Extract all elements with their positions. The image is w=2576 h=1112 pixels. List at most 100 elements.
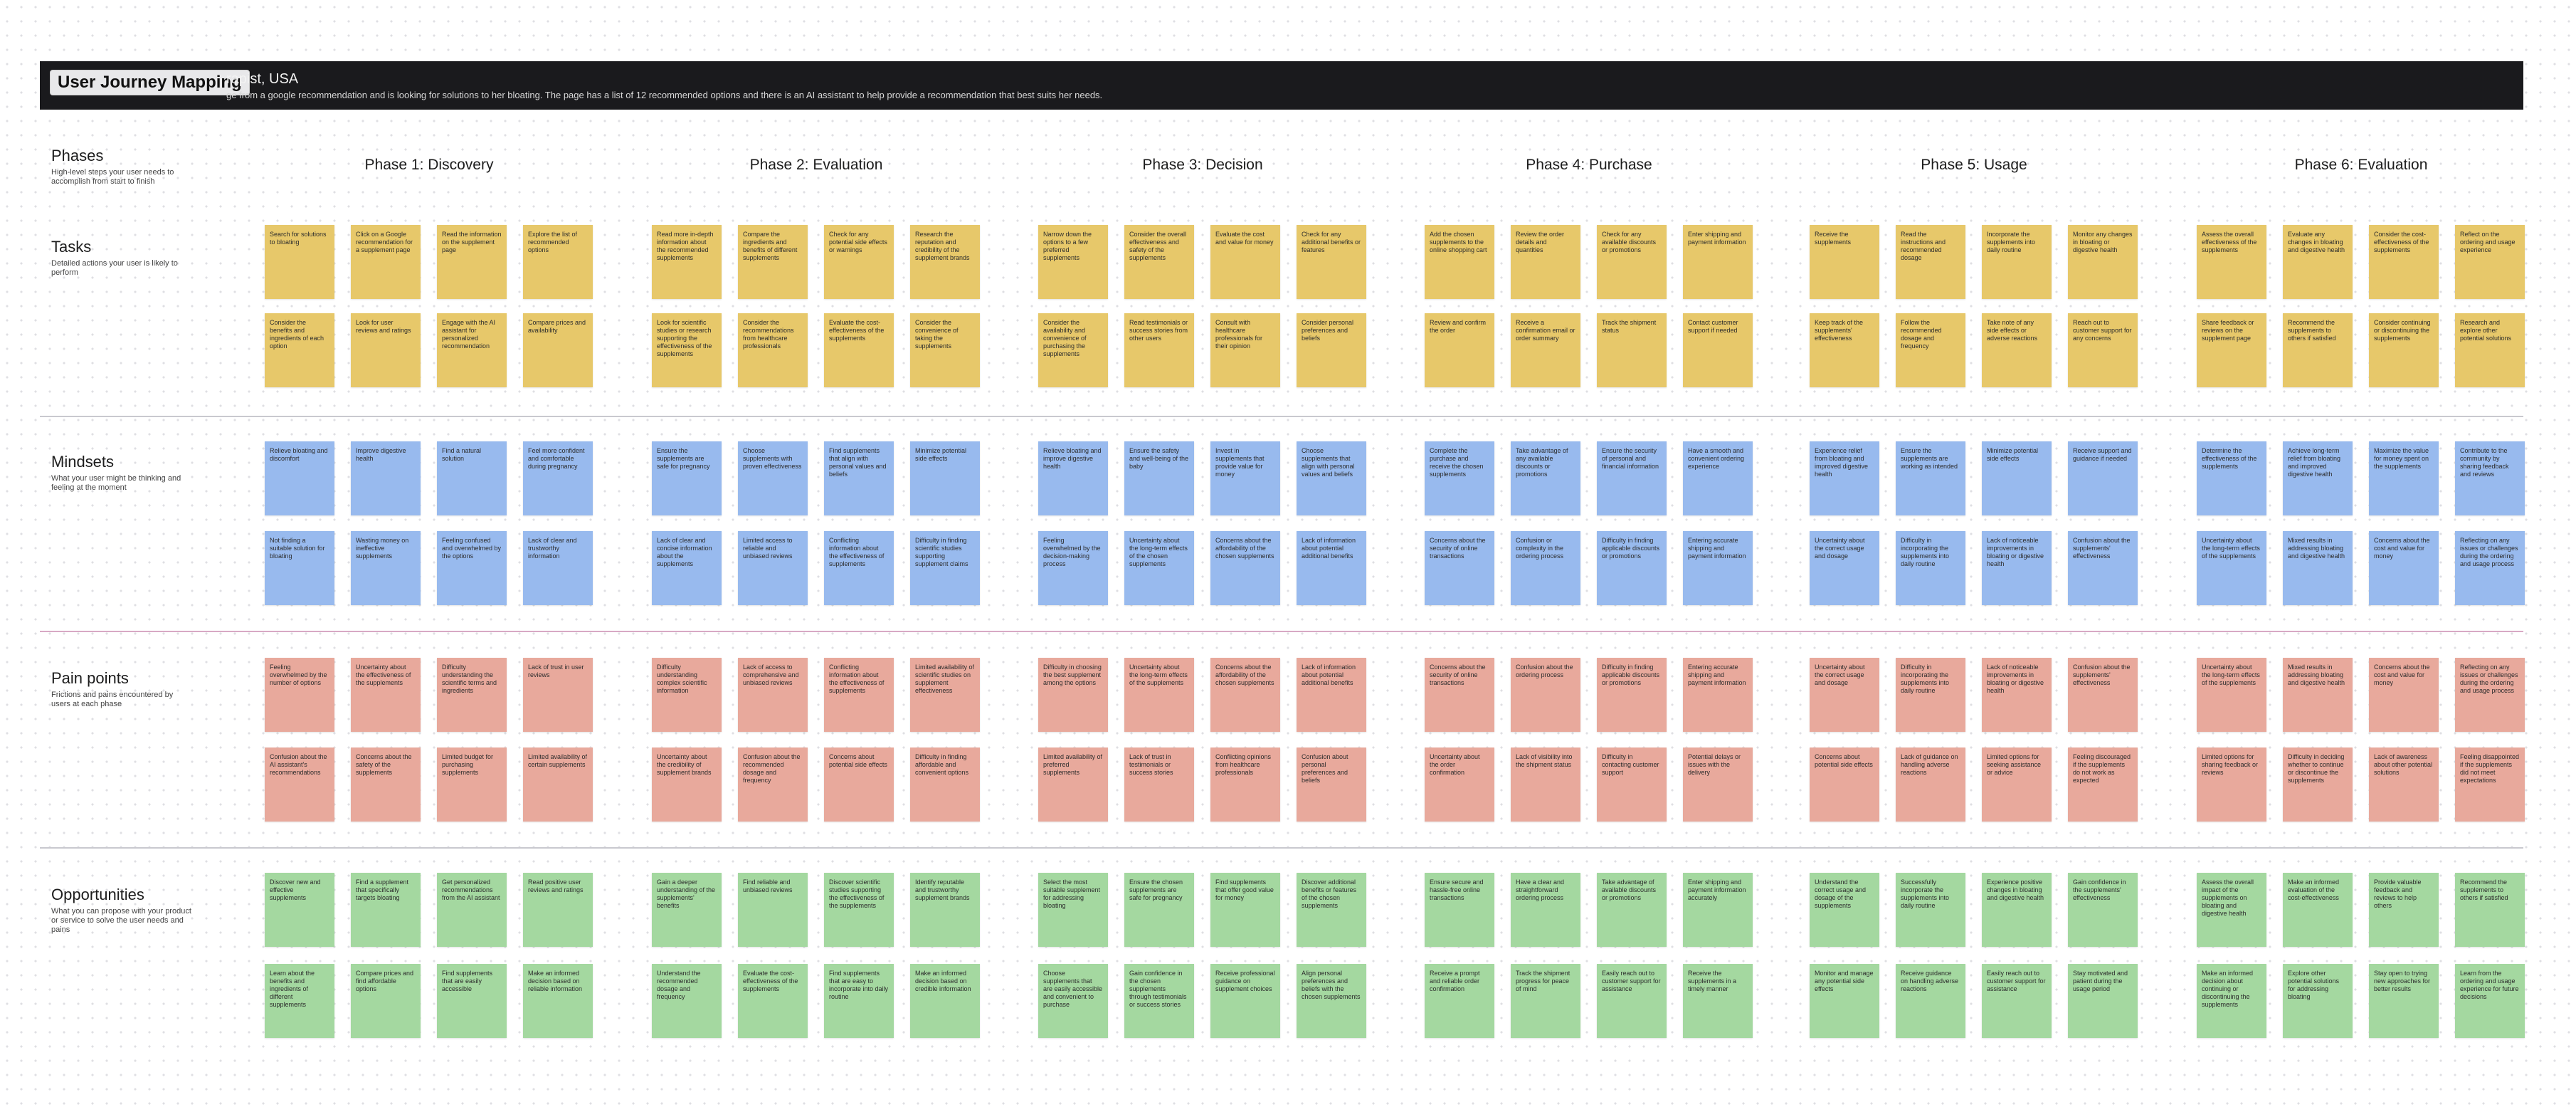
- mind-sticky-note[interactable]: Uncertainty about the long-term effects …: [2197, 531, 2266, 605]
- pain-sticky-note[interactable]: Concerns about the cost and value for mo…: [2369, 658, 2439, 732]
- mind-sticky-note[interactable]: Difficulty in incorporating the suppleme…: [1896, 531, 1965, 605]
- mind-sticky-note[interactable]: Conflicting information about the effect…: [824, 531, 894, 605]
- pain-sticky-note[interactable]: Difficulty in finding affordable and con…: [910, 748, 980, 822]
- pain-sticky-note[interactable]: Difficulty in choosing the best suppleme…: [1038, 658, 1108, 732]
- pain-sticky-note[interactable]: Concerns about potential side effects: [824, 748, 894, 822]
- opp-sticky-note[interactable]: Find reliable and unbiased reviews: [738, 873, 808, 947]
- mind-sticky-note[interactable]: Ensure the safety and well-being of the …: [1124, 441, 1194, 515]
- mind-sticky-note[interactable]: Contribute to the community by sharing f…: [2455, 441, 2525, 515]
- task-sticky-note[interactable]: Consider the recommendations from health…: [738, 313, 808, 387]
- opp-sticky-note[interactable]: Identify reputable and trustworthy suppl…: [910, 873, 980, 947]
- pain-sticky-note[interactable]: Confusion about the ordering process: [1511, 658, 1580, 732]
- pain-sticky-note[interactable]: Uncertainty about the correct usage and …: [1810, 658, 1879, 732]
- mind-sticky-note[interactable]: Difficulty in finding scientific studies…: [910, 531, 980, 605]
- task-sticky-note[interactable]: Add the chosen supplements to the online…: [1425, 225, 1494, 299]
- task-sticky-note[interactable]: Incorporate the supplements into daily r…: [1982, 225, 2052, 299]
- pain-sticky-note[interactable]: Concerns about the security of online tr…: [1425, 658, 1494, 732]
- mind-sticky-note[interactable]: Lack of clear and trustworthy informatio…: [523, 531, 593, 605]
- mind-sticky-note[interactable]: Limited access to reliable and unbiased …: [738, 531, 808, 605]
- pain-sticky-note[interactable]: Uncertainty about the order confirmation: [1425, 748, 1494, 822]
- mind-sticky-note[interactable]: Feel more confident and comfortable duri…: [523, 441, 593, 515]
- mind-sticky-note[interactable]: Determine the effectiveness of the suppl…: [2197, 441, 2266, 515]
- task-sticky-note[interactable]: Review and confirm the order: [1425, 313, 1494, 387]
- mind-sticky-note[interactable]: Find supplements that align with persona…: [824, 441, 894, 515]
- mind-sticky-note[interactable]: Entering accurate shipping and payment i…: [1683, 531, 1753, 605]
- opp-sticky-note[interactable]: Select the most suitable supplement for …: [1038, 873, 1108, 947]
- opp-sticky-note[interactable]: Find a supplement that specifically targ…: [351, 873, 421, 947]
- task-sticky-note[interactable]: Search for solutions to bloating: [265, 225, 334, 299]
- mind-sticky-note[interactable]: Invest in supplements that provide value…: [1210, 441, 1280, 515]
- opp-sticky-note[interactable]: Recommend the supplements to others if s…: [2455, 873, 2525, 947]
- task-sticky-note[interactable]: Narrow down the options to a few preferr…: [1038, 225, 1108, 299]
- mind-sticky-note[interactable]: Choose supplements with proven effective…: [738, 441, 808, 515]
- pain-sticky-note[interactable]: Concerns about potential side effects: [1810, 748, 1879, 822]
- opp-sticky-note[interactable]: Receive professional guidance on supplem…: [1210, 964, 1280, 1038]
- mind-sticky-note[interactable]: Improve digestive health: [351, 441, 421, 515]
- task-sticky-note[interactable]: Receive a confirmation email or order su…: [1511, 313, 1580, 387]
- pain-sticky-note[interactable]: Lack of guidance on handling adverse rea…: [1896, 748, 1965, 822]
- opp-sticky-note[interactable]: Make an informed decision based on relia…: [523, 964, 593, 1038]
- pain-sticky-note[interactable]: Confusion about personal preferences and…: [1297, 748, 1366, 822]
- task-sticky-note[interactable]: Monitor any changes in bloating or diges…: [2068, 225, 2138, 299]
- opp-sticky-note[interactable]: Gain a deeper understanding of the suppl…: [652, 873, 722, 947]
- opp-sticky-note[interactable]: Discover additional benefits or features…: [1297, 873, 1366, 947]
- opp-sticky-note[interactable]: Ensure the chosen supplements are safe f…: [1124, 873, 1194, 947]
- opp-sticky-note[interactable]: Gain confidence in the chosen supplement…: [1124, 964, 1194, 1038]
- mind-sticky-note[interactable]: Receive support and guidance if needed: [2068, 441, 2138, 515]
- mind-sticky-note[interactable]: Mixed results in addressing bloating and…: [2283, 531, 2353, 605]
- opp-sticky-note[interactable]: Easily reach out to customer support for…: [1597, 964, 1667, 1038]
- pain-sticky-note[interactable]: Conflicting information about the effect…: [824, 658, 894, 732]
- opp-sticky-note[interactable]: Enter shipping and payment information a…: [1683, 873, 1753, 947]
- pain-sticky-note[interactable]: Concerns about the affordability of the …: [1210, 658, 1280, 732]
- pain-sticky-note[interactable]: Limited availability of scientific studi…: [910, 658, 980, 732]
- mind-sticky-note[interactable]: Experience relief from bloating and impr…: [1810, 441, 1879, 515]
- mind-sticky-note[interactable]: Confusion or complexity in the ordering …: [1511, 531, 1580, 605]
- opp-sticky-note[interactable]: Understand the correct usage and dosage …: [1810, 873, 1879, 947]
- pain-sticky-note[interactable]: Conflicting opinions from healthcare pro…: [1210, 748, 1280, 822]
- pain-sticky-note[interactable]: Limited options for seeking assistance o…: [1982, 748, 2052, 822]
- task-sticky-note[interactable]: Look for scientific studies or research …: [652, 313, 722, 387]
- opp-sticky-note[interactable]: Provide valuable feedback and reviews to…: [2369, 873, 2439, 947]
- mind-sticky-note[interactable]: Minimize potential side effects: [1982, 441, 2052, 515]
- opp-sticky-note[interactable]: Learn about the benefits and ingredients…: [265, 964, 334, 1038]
- task-sticky-note[interactable]: Reflect on the ordering and usage experi…: [2455, 225, 2525, 299]
- mind-sticky-note[interactable]: Uncertainty about the long-term effects …: [1124, 531, 1194, 605]
- task-sticky-note[interactable]: Evaluate the cost-effectiveness of the s…: [824, 313, 894, 387]
- task-sticky-note[interactable]: Track the shipment status: [1597, 313, 1667, 387]
- task-sticky-note[interactable]: Compare the ingredients and benefits of …: [738, 225, 808, 299]
- opp-sticky-note[interactable]: Choose supplements that are easily acces…: [1038, 964, 1108, 1038]
- opp-sticky-note[interactable]: Successfully incorporate the supplements…: [1896, 873, 1965, 947]
- opp-sticky-note[interactable]: Stay open to trying new approaches for b…: [2369, 964, 2439, 1038]
- mind-sticky-note[interactable]: Concerns about the cost and value for mo…: [2369, 531, 2439, 605]
- task-sticky-note[interactable]: Keep track of the supplements' effective…: [1810, 313, 1879, 387]
- opp-sticky-note[interactable]: Align personal preferences and beliefs w…: [1297, 964, 1366, 1038]
- pain-sticky-note[interactable]: Potential delays or issues with the deli…: [1683, 748, 1753, 822]
- task-sticky-note[interactable]: Check for any additional benefits or fea…: [1297, 225, 1366, 299]
- task-sticky-note[interactable]: Read more in-depth information about the…: [652, 225, 722, 299]
- pain-sticky-note[interactable]: Feeling discouraged if the supplements d…: [2068, 748, 2138, 822]
- task-sticky-note[interactable]: Enter shipping and payment information: [1683, 225, 1753, 299]
- task-sticky-note[interactable]: Evaluate the cost and value for money: [1210, 225, 1280, 299]
- task-sticky-note[interactable]: Read testimonials or success stories fro…: [1124, 313, 1194, 387]
- mind-sticky-note[interactable]: Reflecting on any issues or challenges d…: [2455, 531, 2525, 605]
- mind-sticky-note[interactable]: Choose supplements that align with perso…: [1297, 441, 1366, 515]
- opp-sticky-note[interactable]: Stay motivated and patient during the us…: [2068, 964, 2138, 1038]
- mind-sticky-note[interactable]: Complete the purchase and receive the ch…: [1425, 441, 1494, 515]
- opp-sticky-note[interactable]: Monitor and manage any potential side ef…: [1810, 964, 1879, 1038]
- task-sticky-note[interactable]: Click on a Google recommendation for a s…: [351, 225, 421, 299]
- pain-sticky-note[interactable]: Confusion about the recommended dosage a…: [738, 748, 808, 822]
- opp-sticky-note[interactable]: Easily reach out to customer support for…: [1982, 964, 2052, 1038]
- mind-sticky-note[interactable]: Relieve bloating and improve digestive h…: [1038, 441, 1108, 515]
- task-sticky-note[interactable]: Read the instructions and recommended do…: [1896, 225, 1965, 299]
- mind-sticky-note[interactable]: Achieve long-term relief from bloating a…: [2283, 441, 2353, 515]
- opp-sticky-note[interactable]: Receive the supplements in a timely mann…: [1683, 964, 1753, 1038]
- task-sticky-note[interactable]: Share feedback or reviews on the supplem…: [2197, 313, 2266, 387]
- mind-sticky-note[interactable]: Not finding a suitable solution for bloa…: [265, 531, 334, 605]
- pain-sticky-note[interactable]: Difficulty in contacting customer suppor…: [1597, 748, 1667, 822]
- mind-sticky-note[interactable]: Lack of noticeable improvements in bloat…: [1982, 531, 2052, 605]
- task-sticky-note[interactable]: Look for user reviews and ratings: [351, 313, 421, 387]
- mind-sticky-note[interactable]: Lack of information about potential addi…: [1297, 531, 1366, 605]
- pain-sticky-note[interactable]: Uncertainty about the credibility of sup…: [652, 748, 722, 822]
- task-sticky-note[interactable]: Read the information on the supplement p…: [437, 225, 507, 299]
- opp-sticky-note[interactable]: Make an informed decision based on credi…: [910, 964, 980, 1038]
